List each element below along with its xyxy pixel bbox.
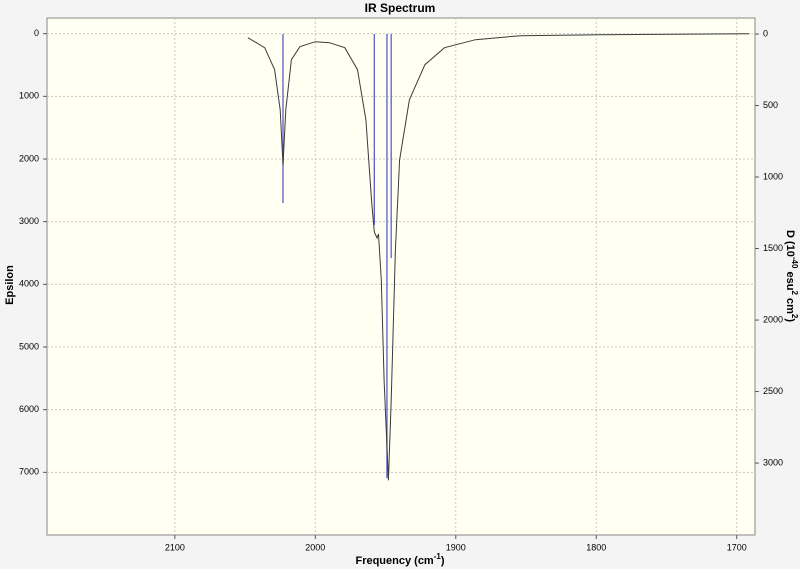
y2-tick-label: 2500 bbox=[763, 386, 783, 396]
y2-tick-label: 2000 bbox=[763, 314, 783, 324]
label-part: esu bbox=[784, 268, 796, 290]
x-tick-label: 2100 bbox=[165, 542, 185, 552]
x-tick-label: 2000 bbox=[305, 542, 325, 552]
y-tick-label: 5000 bbox=[19, 341, 39, 351]
y2-tick-label: 1000 bbox=[763, 171, 783, 181]
y-tick-label: 3000 bbox=[19, 216, 39, 226]
y2-tick-label: 1500 bbox=[763, 243, 783, 253]
chart-title: IR Spectrum bbox=[365, 1, 436, 15]
label-part: -1 bbox=[434, 552, 442, 561]
label-part: ) bbox=[784, 318, 796, 322]
spectrum-line bbox=[247, 33, 750, 481]
x-tick-label: 1800 bbox=[586, 542, 606, 552]
x-axis-label: Frequency (cm-1) bbox=[355, 552, 444, 567]
y-tick-label: 1000 bbox=[19, 91, 39, 101]
y-tick-label: 6000 bbox=[19, 404, 39, 414]
y2-tick-label: 500 bbox=[763, 100, 778, 110]
y-tick-label: 2000 bbox=[19, 153, 39, 163]
x-tick-label: 1900 bbox=[446, 542, 466, 552]
label-part: ) bbox=[441, 555, 445, 567]
label-part: D (10 bbox=[784, 230, 796, 257]
y-tick-label: 0 bbox=[34, 28, 39, 38]
label-part: -40 bbox=[790, 257, 799, 269]
y2-tick-label: 0 bbox=[763, 28, 768, 38]
label-part: 2 bbox=[790, 290, 799, 295]
x-tick-label: 1700 bbox=[727, 542, 747, 552]
label-part: Frequency (cm bbox=[355, 555, 433, 567]
y-tick-label: 4000 bbox=[19, 279, 39, 289]
y-tick-label: 7000 bbox=[19, 467, 39, 477]
label-part: cm bbox=[784, 295, 796, 314]
label-part: 2 bbox=[790, 314, 799, 319]
y2-tick-label: 3000 bbox=[763, 457, 783, 467]
y2-axis-label: D (10-40 esu2 cm2) bbox=[784, 230, 799, 322]
plot-area bbox=[46, 17, 756, 536]
y-axis-label: Epsilon bbox=[4, 265, 16, 305]
